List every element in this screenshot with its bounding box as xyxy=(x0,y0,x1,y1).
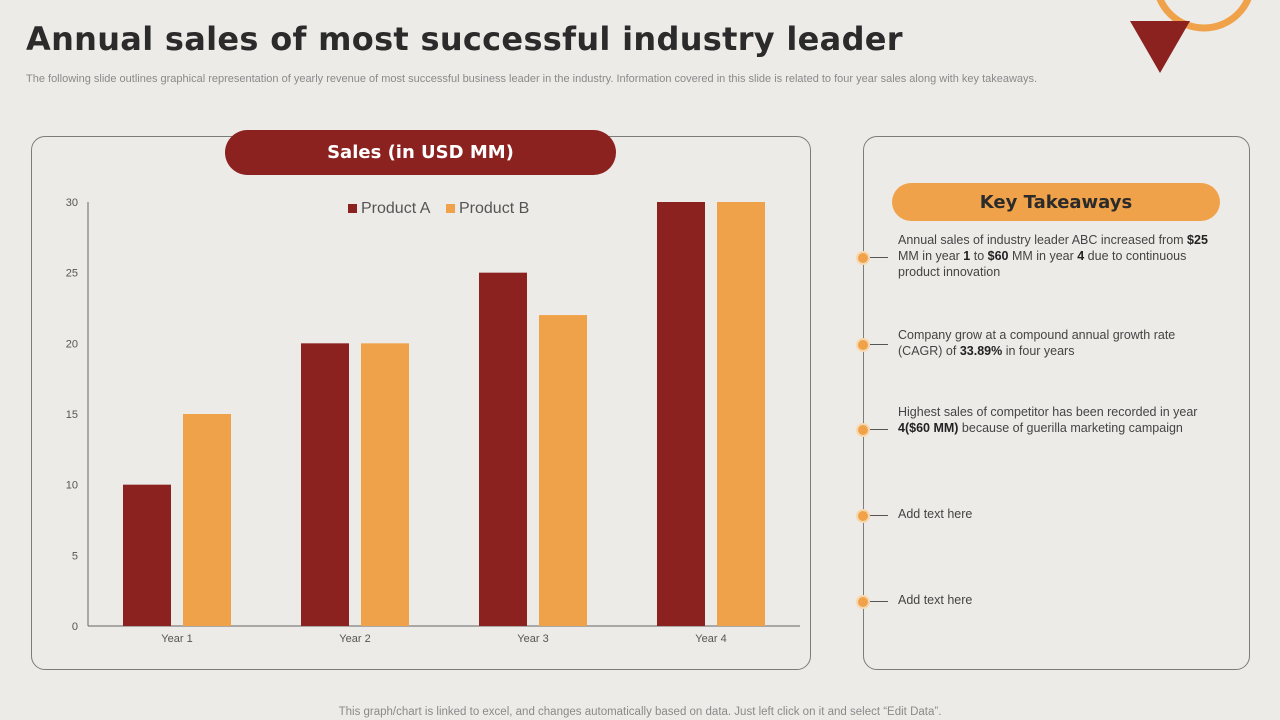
x-tick-label: Year 3 xyxy=(517,633,548,645)
bar-product-b[interactable] xyxy=(183,414,231,626)
y-tick-label: 5 xyxy=(72,550,78,562)
legend-label: Product A xyxy=(361,200,431,217)
legend-swatch xyxy=(348,204,357,213)
connector-line xyxy=(870,257,888,258)
connector-line xyxy=(870,601,888,602)
takeaway-text: Highest sales of competitor has been rec… xyxy=(898,405,1198,435)
connector-line xyxy=(870,515,888,516)
y-tick-label: 30 xyxy=(66,197,78,209)
legend-label: Product B xyxy=(459,200,529,217)
bullet-dot-icon xyxy=(856,251,870,265)
page-title: Annual sales of most successful industry… xyxy=(26,20,903,58)
connector-line xyxy=(870,344,888,345)
bullet-dot-icon xyxy=(856,423,870,437)
takeaway-text: Add text here xyxy=(898,593,973,607)
x-tick-label: Year 2 xyxy=(339,633,370,645)
takeaways-title-pill: Key Takeaways xyxy=(892,183,1220,221)
takeaway-text: Add text here xyxy=(898,507,973,521)
connector-line xyxy=(870,429,888,430)
bar-product-a[interactable] xyxy=(301,343,349,626)
bullet-dot-icon xyxy=(856,595,870,609)
takeaways-panel xyxy=(863,136,1250,670)
y-tick-label: 25 xyxy=(66,268,78,280)
decorative-shape xyxy=(1130,0,1252,73)
x-tick-label: Year 4 xyxy=(695,633,726,645)
bar-product-b[interactable] xyxy=(361,343,409,626)
footer-note: This graph/chart is linked to excel, and… xyxy=(338,706,942,718)
bullet-dot-icon xyxy=(856,509,870,523)
bar-product-a[interactable] xyxy=(123,484,171,626)
legend-swatch xyxy=(446,204,455,213)
y-tick-label: 10 xyxy=(66,480,78,492)
bar-product-a[interactable] xyxy=(479,272,527,626)
takeaway-text: Annual sales of industry leader ABC incr… xyxy=(898,233,1208,279)
page-subtitle: The following slide outlines graphical r… xyxy=(26,73,1038,85)
takeaway-text: Company grow at a compound annual growth… xyxy=(898,328,1176,358)
y-tick-label: 20 xyxy=(66,338,78,350)
y-tick-label: 15 xyxy=(66,409,78,421)
bar-product-a[interactable] xyxy=(657,202,705,626)
chart-title-pill: Sales (in USD MM) xyxy=(225,130,616,175)
y-tick-label: 0 xyxy=(72,621,78,633)
bar-product-b[interactable] xyxy=(717,202,765,626)
bullet-dot-icon xyxy=(856,338,870,352)
x-tick-label: Year 1 xyxy=(161,633,192,645)
bar-product-b[interactable] xyxy=(539,315,587,626)
